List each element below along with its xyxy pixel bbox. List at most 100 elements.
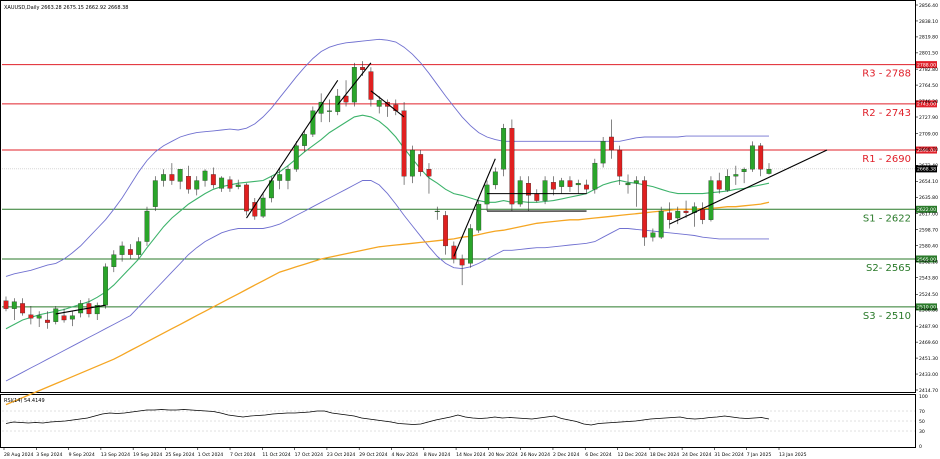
price-axis: 2856.40 2838.10 2819.80 2801.50 2782.80 2764.… (915, 3, 938, 394)
candle-body (542, 180, 548, 201)
candle-body (194, 180, 200, 190)
candle-body (667, 212, 672, 220)
candle-body (434, 210, 440, 213)
candle-body (318, 101, 324, 114)
candle-body (642, 180, 648, 238)
rsi-line (5, 409, 770, 426)
candle-body (227, 179, 233, 189)
candle-body (235, 184, 241, 187)
candle-body (169, 174, 175, 181)
candle-body (277, 174, 283, 181)
candle-body (700, 209, 706, 220)
price-tick-label: 2764.50 (919, 83, 938, 89)
candle-body (418, 154, 424, 172)
level-tag-label: 2510.00 (917, 305, 936, 311)
candle-body (127, 249, 133, 255)
candle-body (61, 315, 67, 321)
date-tick-label: 26 Nov 2024 (521, 452, 550, 458)
chart-header: XAUUSD,Daily 2663.28 2675.15 2662.92 266… (4, 5, 129, 11)
price-tick-label: 2654.10 (919, 179, 938, 185)
date-tick-label: 18 Dec 2024 (650, 452, 679, 458)
candle-body (625, 183, 631, 186)
candle-body (749, 145, 755, 170)
candle-body (534, 193, 540, 201)
level-tag-label: 2622.00 (917, 207, 936, 213)
current-price-tag (916, 165, 937, 173)
level-tag-label: 2565.00 (917, 257, 936, 263)
candle-body (144, 210, 150, 242)
main-pane-frame (0, 0, 916, 393)
price-tick-label: 2782.80 (919, 67, 938, 73)
candle-body (161, 174, 167, 181)
price-tick-label: 2617.00 (919, 211, 938, 217)
candle-body (766, 169, 772, 174)
date-tick-label: 17 Oct 2024 (295, 452, 323, 458)
candle-body (36, 315, 42, 319)
candle-body (459, 258, 465, 266)
date-tick-label: 9 Sep 2024 (69, 452, 95, 458)
price-tick-label: 2690.70 (919, 147, 938, 153)
level-label: S1 - 2622 (863, 213, 911, 224)
trendline (669, 149, 828, 225)
candle-body (725, 176, 730, 191)
candle-body (758, 145, 764, 170)
date-tick-label: 29 Oct 2024 (359, 452, 387, 458)
date-tick-label: 4 Nov 2024 (392, 452, 419, 458)
candle-body (443, 215, 448, 247)
candle-body (409, 149, 415, 177)
rsi-tick-label: 70 (919, 409, 925, 415)
date-tick-label: 6 Dec 2024 (585, 452, 612, 458)
candle-body (633, 180, 639, 184)
level-label: S2- 2565 (866, 263, 911, 274)
candle-body (202, 170, 208, 181)
candle-body (559, 180, 565, 187)
price-tick-label: 2469.60 (919, 340, 938, 346)
date-tick-label: 24 Dec 2024 (682, 452, 711, 458)
trendline (55, 304, 106, 315)
candle-body (509, 128, 515, 205)
date-tick-label: 11 Oct 2024 (262, 452, 290, 458)
candle-body (152, 180, 158, 207)
candle-body (575, 183, 581, 186)
date-tick-label: 3 Sep 2024 (36, 452, 62, 458)
price-tick-label: 2524.50 (919, 292, 938, 298)
price-tick-label: 2801.50 (919, 51, 938, 57)
candle-body (293, 145, 299, 170)
candle-body (343, 95, 349, 103)
candle-body (327, 110, 332, 112)
candle-body (492, 171, 498, 186)
level-tag (916, 146, 937, 154)
level-tag-label: 2788.00 (917, 62, 936, 68)
price-tick-label: 2506.80 (919, 308, 938, 314)
date-tick-label: 12 Dec 2024 (618, 452, 647, 458)
candle-body (484, 184, 490, 205)
candle-body (11, 301, 17, 309)
price-tick-label: 2414.70 (919, 388, 938, 394)
candle-body (260, 197, 266, 217)
level-label: R2 - 2743 (862, 108, 911, 119)
price-tick-label: 2451.30 (919, 356, 938, 362)
level-tag (916, 100, 937, 108)
candle-body (252, 202, 258, 217)
candle-body (600, 141, 606, 164)
date-tick-label: 7 Oct 2024 (230, 452, 256, 458)
candle-body (584, 184, 589, 190)
candle-body (376, 100, 382, 107)
candle-body (219, 177, 225, 189)
level-tag-label: 2743.00 (917, 102, 936, 108)
candle-body (468, 228, 473, 264)
level-tag (916, 61, 937, 69)
date-tick-label: 13 Sep 2024 (101, 452, 130, 458)
price-tick-label: 2487.90 (919, 324, 938, 330)
candle-body (550, 182, 556, 190)
level-label: R1 - 2690 (862, 154, 911, 165)
date-tick-label: 20 Nov 2024 (488, 452, 517, 458)
moving-average-fast (5, 114, 770, 330)
candle-body (177, 169, 183, 182)
level-tag (916, 255, 937, 263)
rsi-tick-label: 100 (919, 394, 928, 400)
candle-body (53, 308, 59, 322)
bollinger-lower (5, 180, 769, 382)
candle-body (244, 184, 249, 212)
